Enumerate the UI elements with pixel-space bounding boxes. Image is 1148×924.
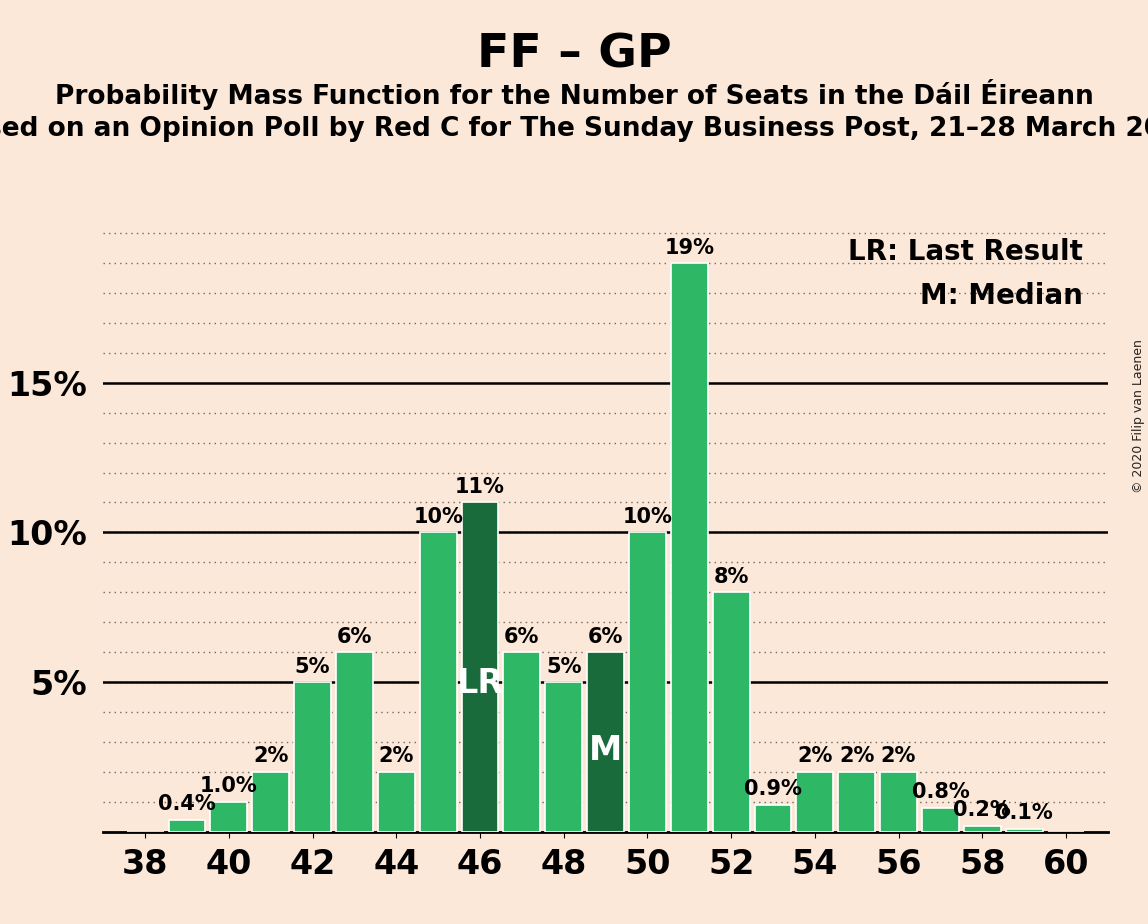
Bar bbox=[336, 652, 373, 832]
Bar bbox=[420, 532, 457, 832]
Text: 0.4%: 0.4% bbox=[158, 795, 216, 814]
Text: 6%: 6% bbox=[336, 626, 372, 647]
Bar bbox=[587, 652, 625, 832]
Bar bbox=[881, 772, 917, 832]
Text: Based on an Opinion Poll by Red C for The Sunday Business Post, 21–28 March 2019: Based on an Opinion Poll by Red C for Th… bbox=[0, 116, 1148, 141]
Text: © 2020 Filip van Laenen: © 2020 Filip van Laenen bbox=[1132, 339, 1146, 492]
Text: 5%: 5% bbox=[546, 657, 582, 676]
Bar bbox=[1006, 829, 1042, 832]
Bar bbox=[378, 772, 414, 832]
Text: M: M bbox=[589, 735, 622, 767]
Bar bbox=[713, 592, 750, 832]
Text: 5%: 5% bbox=[295, 657, 331, 676]
Text: 0.2%: 0.2% bbox=[953, 800, 1011, 821]
Bar bbox=[964, 826, 1001, 832]
Bar bbox=[253, 772, 289, 832]
Bar bbox=[922, 808, 959, 832]
Bar bbox=[504, 652, 541, 832]
Text: 2%: 2% bbox=[881, 747, 916, 766]
Bar bbox=[797, 772, 833, 832]
Bar bbox=[169, 820, 205, 832]
Bar bbox=[670, 263, 707, 832]
Text: 8%: 8% bbox=[713, 566, 748, 587]
Text: M: Median: M: Median bbox=[920, 282, 1083, 310]
Text: 2%: 2% bbox=[379, 747, 414, 766]
Text: 19%: 19% bbox=[665, 237, 714, 258]
Text: LR: LR bbox=[457, 667, 504, 700]
Text: 0.9%: 0.9% bbox=[744, 779, 802, 799]
Bar bbox=[754, 805, 791, 832]
Bar bbox=[294, 682, 331, 832]
Text: 6%: 6% bbox=[504, 626, 540, 647]
Bar bbox=[461, 503, 498, 832]
Text: 0.1%: 0.1% bbox=[995, 803, 1053, 823]
Text: LR: Last Result: LR: Last Result bbox=[848, 237, 1083, 266]
Text: 0.8%: 0.8% bbox=[912, 783, 969, 802]
Text: 2%: 2% bbox=[253, 747, 288, 766]
Text: 10%: 10% bbox=[413, 507, 463, 527]
Bar bbox=[545, 682, 582, 832]
Text: Probability Mass Function for the Number of Seats in the Dáil Éireann: Probability Mass Function for the Number… bbox=[55, 79, 1093, 110]
Text: 2%: 2% bbox=[797, 747, 832, 766]
Bar bbox=[629, 532, 666, 832]
Bar bbox=[210, 802, 247, 832]
Text: 11%: 11% bbox=[455, 477, 505, 497]
Text: 10%: 10% bbox=[622, 507, 673, 527]
Bar bbox=[838, 772, 875, 832]
Text: 6%: 6% bbox=[588, 626, 623, 647]
Text: 2%: 2% bbox=[839, 747, 875, 766]
Text: 1.0%: 1.0% bbox=[200, 776, 258, 796]
Text: FF – GP: FF – GP bbox=[476, 32, 672, 78]
